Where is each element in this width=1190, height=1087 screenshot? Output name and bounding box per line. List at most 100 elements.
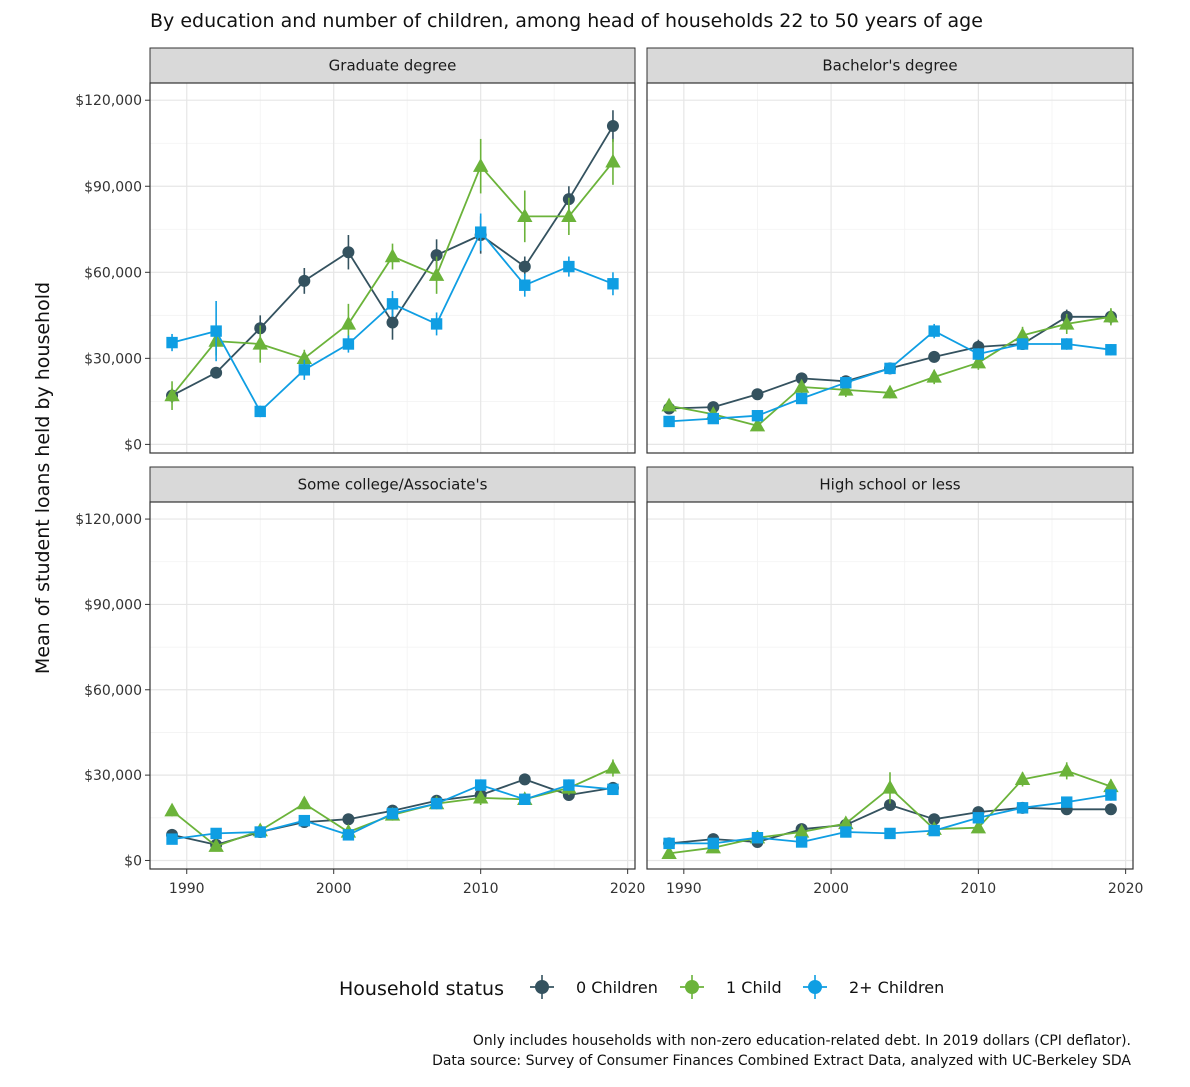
strip-high-school-or-less — [646, 466, 1134, 503]
series-1-child — [164, 138, 621, 410]
data-point — [795, 392, 808, 405]
y-tick-label: $120,000 — [75, 93, 142, 109]
data-point — [661, 845, 677, 860]
x-tick-label: 2020 — [610, 881, 646, 897]
data-point — [884, 827, 896, 840]
data-point — [561, 208, 577, 223]
data-point — [1059, 762, 1075, 777]
data-point — [663, 415, 675, 428]
data-point — [252, 335, 268, 350]
data-point — [386, 807, 399, 820]
y-tick-label: $90,000 — [84, 597, 142, 613]
data-point — [1014, 327, 1031, 342]
gridlines — [150, 502, 635, 869]
x-tick-label: 2010 — [961, 881, 997, 897]
y-tick-label: $30,000 — [84, 351, 142, 367]
data-point — [1061, 338, 1073, 350]
chart-title: By education and number of children, amo… — [150, 10, 983, 32]
data-point — [928, 350, 941, 363]
data-point — [970, 354, 987, 369]
data-point — [605, 759, 621, 774]
strip-label: Graduate degree — [329, 57, 457, 75]
data-point — [428, 267, 445, 281]
legend-label: 2+ Children — [849, 978, 944, 997]
gridlines — [647, 83, 1133, 453]
data-point — [606, 120, 619, 133]
series-2-children — [166, 779, 619, 845]
data-point — [928, 813, 941, 826]
data-point — [296, 350, 313, 365]
legend-label: 0 Children — [576, 978, 658, 997]
data-point — [166, 833, 178, 845]
data-point — [298, 364, 311, 376]
data-point — [663, 837, 675, 850]
data-point — [882, 384, 898, 399]
y-tick-label: $60,000 — [84, 683, 142, 699]
strip-label: High school or less — [819, 476, 960, 494]
series-2-children — [663, 789, 1117, 850]
data-point — [386, 298, 399, 310]
data-point — [563, 260, 575, 273]
data-point — [928, 824, 940, 837]
panel-border — [646, 82, 1134, 454]
data-point — [1105, 344, 1117, 356]
data-point — [386, 316, 399, 329]
panel-border — [646, 501, 1134, 870]
y-tick-label: $0 — [124, 853, 142, 869]
data-point — [1016, 338, 1029, 350]
data-point — [884, 798, 896, 811]
data-point — [474, 779, 487, 791]
data-point — [519, 279, 531, 291]
x-tick-label: 1990 — [666, 881, 702, 897]
data-point — [210, 366, 223, 379]
data-point — [749, 417, 766, 432]
data-point — [972, 348, 985, 360]
panel-some-college-associate-s: Some college/Associate's $0 $30,000 $60,000… — [75, 466, 646, 897]
caption-line-1: Only includes households with non-zero e… — [473, 1033, 1131, 1049]
data-point — [342, 813, 355, 826]
data-point — [1014, 771, 1031, 786]
y-tick-label: $120,000 — [75, 512, 142, 528]
data-point — [838, 381, 854, 396]
data-point — [926, 368, 942, 383]
legend-label: 1 Child — [726, 978, 782, 997]
panel-background — [647, 502, 1133, 869]
series-1-child — [661, 308, 1119, 432]
data-point — [972, 812, 985, 824]
data-point — [519, 793, 531, 805]
data-point — [430, 318, 443, 330]
data-point — [1061, 796, 1073, 808]
x-tick-label: 1990 — [169, 881, 205, 897]
panel-high-school-or-less: High school or less 1990 2000 2010 2020 — [646, 466, 1143, 897]
data-point — [751, 832, 764, 844]
legend-title: Household status — [339, 978, 504, 1000]
legend-item-1-child: 1 Child — [680, 975, 782, 999]
y-tick-label: $0 — [124, 437, 142, 453]
data-point — [1104, 803, 1117, 816]
gridlines — [647, 502, 1133, 869]
legend-item-0-children: 0 Children — [530, 975, 658, 999]
data-point — [208, 838, 224, 852]
data-point — [751, 410, 764, 422]
series-2-children — [166, 213, 619, 418]
series-2-children — [663, 323, 1117, 428]
data-point — [928, 325, 940, 337]
data-point — [707, 412, 719, 425]
legend-item-2-children: 2+ Children — [803, 975, 944, 999]
data-point — [518, 773, 531, 786]
data-point — [210, 827, 222, 840]
data-point — [342, 338, 355, 350]
data-point — [164, 802, 180, 817]
strip-label: Bachelor's degree — [822, 57, 957, 75]
gridlines — [150, 83, 635, 453]
legend-key-marker — [685, 980, 699, 994]
data-point — [1059, 315, 1075, 330]
data-point — [342, 829, 355, 841]
panel-bachelor-s-degree: Bachelor's degree — [646, 47, 1134, 454]
data-point — [296, 795, 313, 810]
data-point — [793, 378, 810, 393]
strip-label: Some college/Associate's — [298, 476, 488, 494]
panel-border — [149, 82, 636, 454]
data-point — [793, 823, 810, 838]
